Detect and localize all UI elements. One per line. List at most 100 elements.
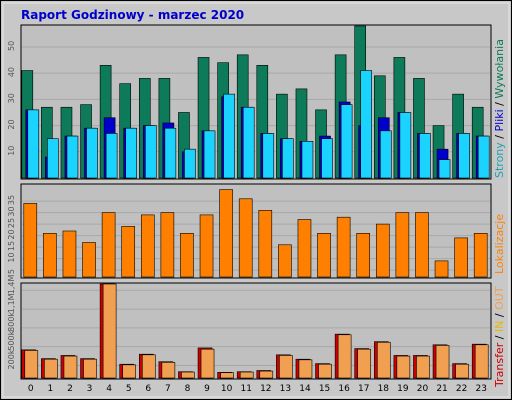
bar-strony <box>203 130 216 179</box>
bottom-y-tick-label: 500k <box>7 330 16 350</box>
legend-part: / <box>493 99 506 110</box>
bar-out <box>474 344 489 379</box>
x-tick-label: 18 <box>378 384 390 394</box>
bar-strony <box>399 112 412 179</box>
middle-bars <box>23 189 488 278</box>
bar-out <box>102 283 117 379</box>
x-tick-label: 2 <box>67 384 73 394</box>
bar-strony <box>47 138 59 179</box>
bar-lokalizacje <box>278 244 292 278</box>
bar-strony <box>438 159 451 179</box>
bar-strony <box>144 125 157 179</box>
bar-strony <box>419 133 431 179</box>
bar-out <box>220 372 234 379</box>
top-plot-area <box>20 24 492 180</box>
middle-y-tick-label: 15 <box>7 241 16 251</box>
x-tick-label: 0 <box>28 384 34 394</box>
top-y-tick-label: 10 <box>7 146 16 156</box>
middle-y-tick-label: 30 <box>7 206 16 216</box>
bar-lokalizacje <box>395 212 410 278</box>
bottom-y-tick-label: 1,1M <box>7 293 16 313</box>
x-tick-label: 14 <box>299 384 311 394</box>
x-tick-label: 8 <box>185 384 191 394</box>
bar-strony <box>360 70 373 179</box>
bottom-bars <box>21 283 489 379</box>
bar-out <box>337 334 352 379</box>
x-tick-label: 22 <box>456 384 467 394</box>
legend-part: / <box>493 310 506 321</box>
bar-strony <box>164 127 177 179</box>
bar-out <box>435 345 450 379</box>
middle-y-tick-label: 35 <box>7 195 16 205</box>
bar-lokalizacje <box>356 233 371 278</box>
x-axis-hour-labels: 0 1 2 3 4 5 6 7 8 9 10 11 12 13 14 15 16 17 18 19 20 21 22 23 <box>28 384 487 394</box>
x-tick-label: 20 <box>417 384 429 394</box>
bar-out <box>318 363 332 379</box>
x-tick-label: 6 <box>145 384 151 394</box>
x-tick-label: 12 <box>260 384 271 394</box>
bar-lokalizacje <box>219 189 233 278</box>
bottom-legend-label: Transfer / IN / OUT <box>493 286 506 388</box>
bar-out <box>259 370 274 379</box>
bar-out <box>44 358 58 379</box>
bar-lokalizacje <box>415 212 429 278</box>
bar-out <box>200 348 215 379</box>
x-tick-label: 7 <box>165 384 171 394</box>
legend-part: / <box>493 332 506 343</box>
chart-title: Raport Godzinowy - marzec 2020 <box>21 8 244 22</box>
x-tick-label: 15 <box>319 384 330 394</box>
bar-out <box>181 371 195 379</box>
bar-strony <box>301 141 314 179</box>
bar-out <box>161 362 176 379</box>
bar-strony <box>262 133 275 179</box>
legend-part: Wywołania <box>493 39 506 99</box>
bar-strony <box>379 130 392 179</box>
x-tick-label: 4 <box>106 384 112 394</box>
bottom-y-tick-label: 200k <box>7 349 16 369</box>
top-y-tick-label: 20 <box>7 119 16 129</box>
x-tick-label: 9 <box>204 384 210 394</box>
x-tick-label: 17 <box>358 384 369 394</box>
bar-strony <box>27 109 40 179</box>
bar-lokalizacje <box>199 214 214 278</box>
x-tick-label: 21 <box>436 384 447 394</box>
bar-out <box>141 354 156 379</box>
bar-lokalizacje <box>336 216 351 278</box>
bar-strony <box>184 148 196 179</box>
x-tick-label: 16 <box>338 384 350 394</box>
legend-part: / <box>493 132 506 143</box>
bar-lokalizacje <box>62 230 77 278</box>
bar-lokalizacje <box>101 212 116 278</box>
bar-strony <box>125 127 138 179</box>
bar-lokalizacje <box>160 212 175 278</box>
bar-out <box>83 358 97 379</box>
bar-lokalizacje <box>23 203 38 278</box>
bottom-y-tick-label: 1,4M <box>7 275 16 295</box>
x-tick-label: 10 <box>221 384 233 394</box>
x-tick-label: 1 <box>48 384 54 394</box>
bar-out <box>122 364 137 379</box>
middle-y-tick-label: 5 <box>7 269 16 274</box>
bar-out <box>279 355 293 379</box>
bar-strony <box>477 135 490 179</box>
top-legend-label: Strony / Pliki / Wywołania <box>493 39 506 178</box>
bar-lokalizacje <box>473 233 488 278</box>
middle-plot-area <box>20 183 492 279</box>
bar-lokalizacje <box>140 214 155 278</box>
bar-strony <box>282 138 294 179</box>
top-y-tick-label: 50 <box>7 41 16 51</box>
x-tick-label: 5 <box>126 384 132 394</box>
x-tick-label: 19 <box>397 384 409 394</box>
bar-out <box>396 355 411 379</box>
legend-part: Transfer <box>493 342 506 388</box>
legend-part: Strony <box>493 142 506 178</box>
bar-out <box>376 341 391 379</box>
bar-lokalizacje <box>297 219 312 278</box>
x-tick-label: 3 <box>87 384 93 394</box>
legend-part: OUT <box>493 286 506 310</box>
bar-out <box>24 350 39 379</box>
bar-lokalizacje <box>434 260 449 278</box>
middle-grid <box>22 200 490 271</box>
